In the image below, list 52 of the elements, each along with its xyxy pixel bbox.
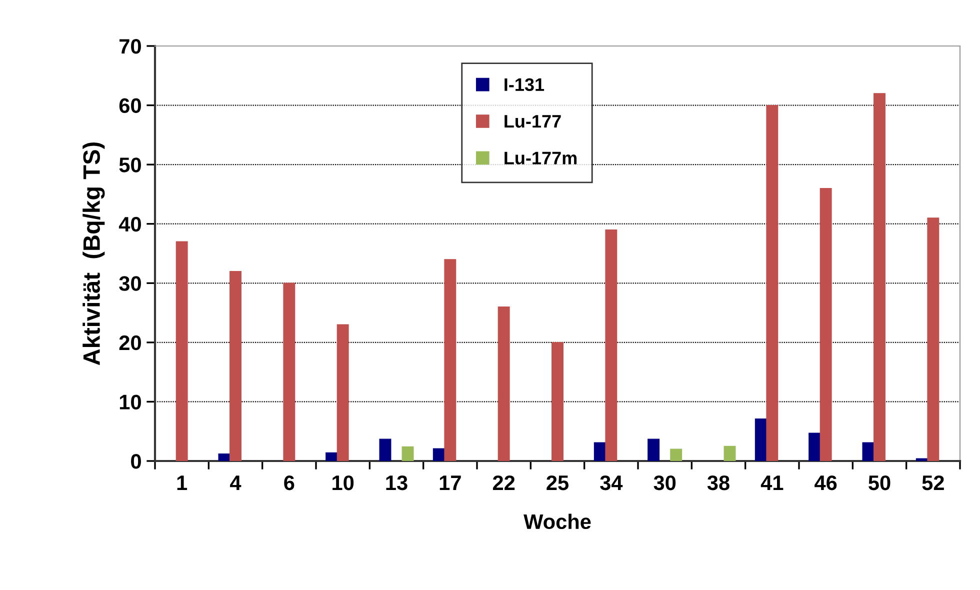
bar (820, 188, 832, 461)
x-tick-label: 38 (707, 475, 730, 490)
bar (605, 229, 618, 461)
bar (444, 259, 456, 461)
y-tick-label: 20 (119, 335, 141, 350)
bar (724, 446, 736, 461)
y-tick-label: 40 (118, 216, 141, 232)
x-tick-label: 4 (230, 476, 242, 490)
bar (808, 432, 821, 461)
bar (498, 306, 510, 461)
y-tick-label: 50 (119, 158, 141, 172)
legend-label: I-131 (504, 78, 544, 92)
x-tick-label: 41 (760, 476, 784, 490)
bar (648, 438, 660, 461)
bar (862, 442, 874, 461)
y-tick-label: 10 (120, 394, 141, 410)
bar (326, 452, 338, 461)
bar (766, 104, 778, 461)
x-tick-label: 17 (440, 476, 461, 490)
x-tick-label: 6 (284, 475, 294, 490)
bar (594, 442, 606, 461)
bar (230, 270, 242, 461)
bar (176, 241, 188, 461)
y-tick-label: 0 (131, 454, 141, 469)
bar (336, 324, 349, 461)
x-tick-label: 34 (600, 475, 623, 490)
x-tick-label: 52 (922, 475, 944, 490)
bar (670, 448, 682, 461)
bar (754, 418, 767, 461)
x-tick-label: 25 (546, 475, 569, 490)
bar (402, 446, 414, 461)
bar (874, 93, 886, 461)
bar (379, 438, 392, 461)
bar (218, 454, 230, 461)
bar (432, 448, 445, 461)
x-tick-label: 22 (492, 475, 515, 490)
x-tick-label: 50 (868, 475, 890, 490)
legend-label: Lu-177 (504, 115, 561, 128)
y-tick-label: 70 (120, 39, 141, 54)
x-tick-label: 46 (814, 475, 837, 490)
y-tick-label: 30 (119, 276, 141, 291)
bar (283, 282, 296, 461)
legend-label: Lu-177m (504, 152, 577, 164)
x-tick-label: 30 (654, 475, 676, 490)
x-tick-label: 13 (386, 475, 408, 490)
bar (552, 342, 564, 461)
x-tick-label: 10 (332, 475, 354, 490)
y-axis-title: Aktivität (Bq/kg TS) (82, 142, 105, 366)
y-tick-label: 60 (119, 98, 141, 114)
x-axis-title: Woche (524, 514, 591, 530)
bar (927, 218, 940, 461)
x-tick-label: 1 (177, 476, 188, 490)
